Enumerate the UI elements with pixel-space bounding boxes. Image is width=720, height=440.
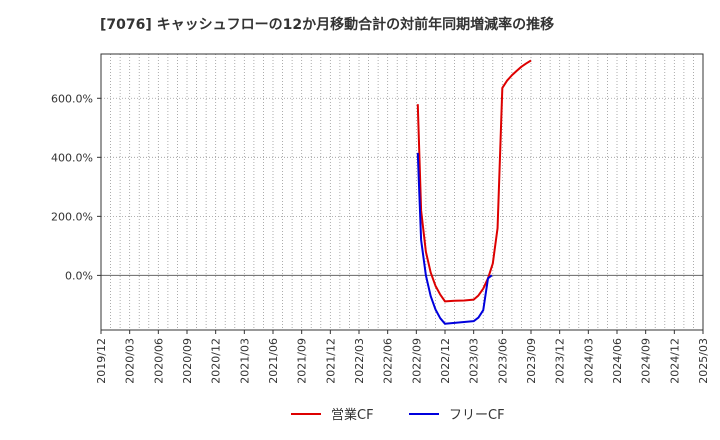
x-tick-label: 2024/09 <box>640 338 653 384</box>
x-tick-label: 2023/03 <box>468 338 481 384</box>
x-tick-label: 2020/12 <box>210 338 223 384</box>
x-tick-label: 2021/03 <box>238 338 251 384</box>
y-tick-label: 400.0% <box>51 151 93 164</box>
x-axis-ticks: 2019/12 2020/03 2020/06 2020/09 2020/12 2021/… <box>95 330 710 384</box>
x-tick-label: 2019/12 <box>95 338 108 384</box>
grid <box>101 54 703 330</box>
x-tick-label: 2020/06 <box>152 338 165 384</box>
legend: 営業CF フリーCF <box>291 407 505 423</box>
x-tick-label: 2025/03 <box>697 338 710 384</box>
x-tick-label: 2022/09 <box>410 338 423 384</box>
x-tick-label: 2024/06 <box>611 338 624 384</box>
legend-label-operating-cf: 営業CF <box>331 407 374 423</box>
y-axis-ticks: 0.0% 200.0% 400.0% 600.0% <box>51 92 101 282</box>
x-tick-label: 2023/12 <box>554 338 567 384</box>
x-tick-label: 2024/12 <box>668 338 681 384</box>
x-tick-label: 2024/03 <box>582 338 595 384</box>
x-tick-label: 2023/06 <box>496 338 509 384</box>
y-tick-label: 0.0% <box>65 269 93 282</box>
x-tick-label: 2021/12 <box>324 338 337 384</box>
x-tick-label: 2022/12 <box>439 338 452 384</box>
legend-label-free-cf: フリーCF <box>449 408 505 423</box>
x-tick-label: 2021/09 <box>296 338 309 384</box>
y-tick-label: 200.0% <box>51 210 93 223</box>
plot-border <box>100 53 704 331</box>
x-tick-label: 2022/06 <box>382 338 395 384</box>
series-lines <box>416 59 532 325</box>
y-tick-label: 600.0% <box>51 92 93 105</box>
series-line-free-cf <box>416 152 493 325</box>
x-tick-label: 2022/03 <box>353 338 366 384</box>
x-tick-label: 2020/09 <box>181 338 194 384</box>
x-tick-label: 2021/06 <box>267 338 280 384</box>
chart-title: [7076] キャッシュフローの12か月移動合計の対前年同期増減率の推移 <box>100 16 554 33</box>
x-tick-label: 2023/09 <box>525 338 538 384</box>
plot-area <box>101 54 703 330</box>
x-tick-label: 2020/03 <box>124 338 137 384</box>
series-line-operating-cf <box>416 59 532 303</box>
